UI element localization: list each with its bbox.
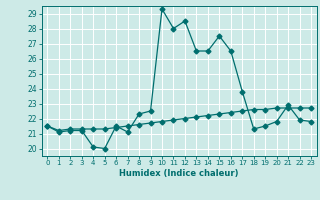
X-axis label: Humidex (Indice chaleur): Humidex (Indice chaleur) — [119, 169, 239, 178]
